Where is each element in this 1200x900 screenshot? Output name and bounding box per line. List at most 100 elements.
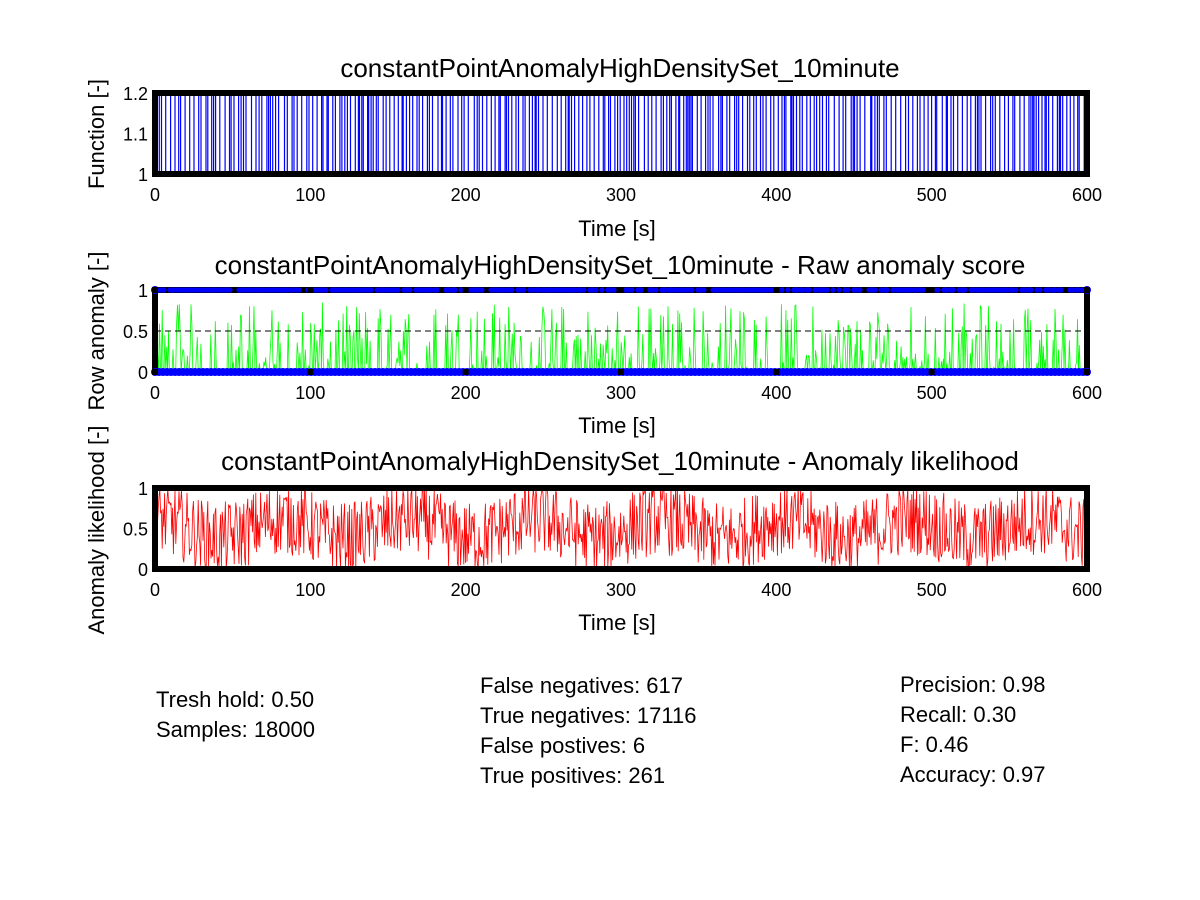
xtick-mark-top: [773, 287, 780, 293]
xtick-label: 400: [761, 580, 791, 600]
marker-one: [452, 287, 458, 293]
panel-function-xticks: 0 100 200 300 400 500 600: [150, 90, 1102, 205]
xtick-label: 500: [917, 383, 947, 403]
xtick-label: 400: [761, 383, 791, 403]
marker-one: [884, 287, 890, 293]
xtick-mark-top: [152, 90, 158, 96]
panel-function-xlabel: Time [s]: [578, 216, 655, 241]
accuracy-text: Accuracy: 0.97: [900, 762, 1046, 787]
marker-one: [824, 287, 830, 293]
panel-raw-score: constantPointAnomalyHighDensitySet_10min…: [84, 250, 1102, 438]
marker-one: [296, 287, 302, 293]
xtick-mark-bottom: [773, 566, 780, 572]
xtick-mark-bottom: [462, 369, 469, 375]
xtick-label: 400: [761, 185, 791, 205]
series-raw-score-markers: [151, 286, 1091, 376]
threshold-text: Tresh hold: 0.50: [156, 687, 315, 712]
xtick-label: 0: [150, 383, 160, 403]
marker-one: [323, 287, 329, 293]
marker-one: [857, 287, 863, 293]
marker-one: [521, 287, 527, 293]
marker-one: [830, 287, 836, 293]
xtick-label: 100: [295, 383, 325, 403]
marker-one: [629, 287, 635, 293]
xtick-mark-top: [928, 90, 935, 96]
panel-raw-score-title: constantPointAnomalyHighDensitySet_10min…: [215, 250, 1026, 280]
marker-one: [845, 287, 851, 293]
stats-middle: False negatives: 617 True negatives: 171…: [480, 671, 696, 791]
xtick-label: 100: [295, 580, 325, 600]
xtick-mark-bottom: [307, 566, 314, 572]
marker-one: [935, 287, 941, 293]
panel-likelihood-yticks: 00.51: [123, 479, 1090, 580]
marker-one: [950, 287, 956, 293]
marker-one: [638, 287, 644, 293]
xtick-mark-top: [462, 90, 469, 96]
panel-function-yticks: 1 1.1 1.2: [123, 84, 1090, 185]
false-positives-text: False postives: 6: [480, 733, 646, 758]
marker-one: [509, 287, 515, 293]
ytick-label: 0.5: [123, 322, 148, 342]
xtick-label: 500: [917, 185, 947, 205]
xtick-mark-bottom: [773, 171, 780, 177]
true-negatives-text: True negatives: 17116: [480, 703, 697, 728]
marker-one: [1028, 287, 1034, 293]
xtick-label: 100: [295, 185, 325, 205]
series-likelihood: [155, 488, 1087, 568]
panel-raw-score-ylabel: Row anomaly [-]: [84, 252, 109, 411]
marker-one: [395, 287, 401, 293]
xtick-mark-bottom: [773, 369, 780, 375]
marker-one: [962, 287, 968, 293]
panel-raw-score-xlabel: Time [s]: [578, 413, 655, 438]
xtick-mark-bottom: [928, 171, 935, 177]
marker-one: [836, 287, 842, 293]
panel-likelihood-ylabel: Anomaly likelihood [-]: [84, 425, 109, 634]
xtick-mark-bottom: [618, 171, 624, 177]
ytick-mark: [1084, 566, 1090, 572]
marker-one: [653, 287, 659, 293]
marker-one: [1037, 287, 1043, 293]
xtick-mark-bottom: [618, 369, 624, 375]
panel-function: constantPointAnomalyHighDensitySet_10min…: [84, 53, 1102, 241]
series-likelihood-line: [155, 488, 1087, 568]
marker-one: [434, 287, 440, 293]
xtick-label: 0: [150, 580, 160, 600]
marker-one: [227, 287, 233, 293]
panel-likelihood: constantPointAnomalyHighDensitySet_10min…: [84, 425, 1102, 635]
marker-one: [407, 287, 413, 293]
xtick-mark-bottom: [928, 566, 935, 572]
xtick-mark-bottom: [462, 171, 469, 177]
panel-raw-score-xticks: 0 100 200 300 400 500 600: [150, 287, 1102, 403]
xtick-mark-bottom: [152, 171, 158, 177]
precision-text: Precision: 0.98: [900, 672, 1046, 697]
ytick-label: 0.5: [123, 520, 148, 540]
false-negatives-text: False negatives: 617: [480, 673, 684, 698]
xtick-label: 500: [917, 580, 947, 600]
ytick-mark: [1084, 328, 1090, 334]
xtick-mark-bottom: [152, 369, 158, 375]
marker-one: [872, 287, 878, 293]
panel-function-ylabel: Function [-]: [84, 79, 109, 189]
xtick-mark-top: [928, 287, 935, 293]
series-function-line: [155, 93, 1087, 174]
xtick-mark-top: [618, 485, 624, 491]
xtick-mark-top: [152, 287, 158, 293]
xtick-mark-bottom: [928, 369, 935, 375]
xtick-mark-top: [462, 485, 469, 491]
ytick-label: 1.1: [123, 125, 148, 145]
marker-one: [368, 287, 374, 293]
xtick-mark-bottom: [462, 566, 469, 572]
true-positives-text: True positives: 261: [480, 763, 666, 788]
xtick-mark-top: [307, 485, 314, 491]
xtick-mark-top: [773, 90, 780, 96]
xtick-mark-top: [152, 485, 158, 491]
xtick-mark-top: [618, 90, 624, 96]
ytick-mark: [1084, 525, 1090, 532]
xtick-mark-top: [462, 287, 469, 293]
marker-one: [611, 287, 617, 293]
series-function: [155, 93, 1087, 174]
xtick-mark-top: [307, 90, 314, 96]
xtick-label: 200: [451, 383, 481, 403]
xtick-label: 0: [150, 185, 160, 205]
